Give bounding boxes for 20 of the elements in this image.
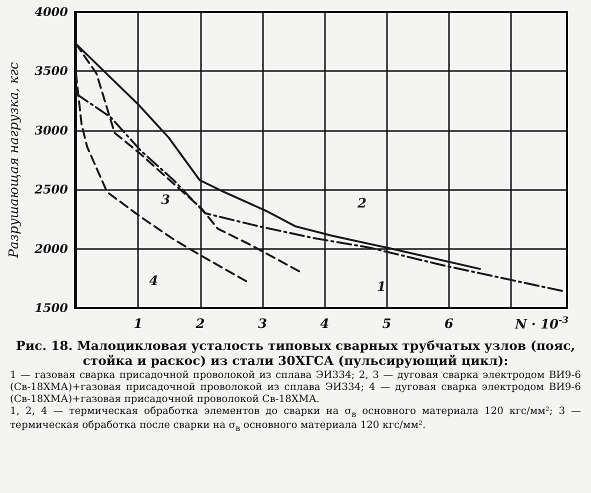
text: 1 — газовая сварка присадочной проволокой из сплава ЭИ334; 2, 3 — дуговая сварка электродом ВИ9-6 (Св-18ХМА)+газовая присадочной проволокой из сплава ЭИ334; 4 — дуговая сварка электродом ВИ9-6 (Св-18ХМА)+газовая присадочной проволокой Св-18ХМА.: [10, 370, 581, 406]
x-tick-label: 2: [194, 317, 205, 332]
series-label: 3: [161, 193, 170, 208]
y-tick-label: 3500: [34, 64, 69, 78]
x-tick-label: 6: [444, 317, 454, 332]
text: 2: [356, 196, 367, 212]
text: 1: [376, 280, 386, 296]
x-tick-label: 4: [320, 317, 330, 332]
x-tick-label: 1: [134, 317, 143, 332]
text: 4: [149, 274, 158, 289]
x-tick-label: 5: [382, 317, 392, 332]
text: Рис. 18. Малоцикловая усталость типовых сварных трубчатых узлов (пояс, стойка и раскос) из стали 30ХГСА (пульсирующий цикл):: [14, 338, 576, 368]
y-tick-label: 2000: [34, 242, 69, 256]
y-tick-label: 3000: [34, 123, 69, 138]
y-axis-title: Разрушающая нагрузка, кгс: [7, 61, 22, 259]
y-tick-label: 2500: [34, 182, 69, 197]
x-tick-label: 3: [258, 317, 267, 332]
text: 1, 2, 4 — термическая обработка элементов до сварки на σ$_{в}$ основного материала 120 кгс/мм²; 3 — термическая обработка после сварки на σ$_{в}$ основного материала 120 кгс/мм².: [10, 406, 581, 433]
y-tick-label: 1500: [34, 301, 69, 315]
y-tick-label: 4000: [34, 5, 69, 19]
